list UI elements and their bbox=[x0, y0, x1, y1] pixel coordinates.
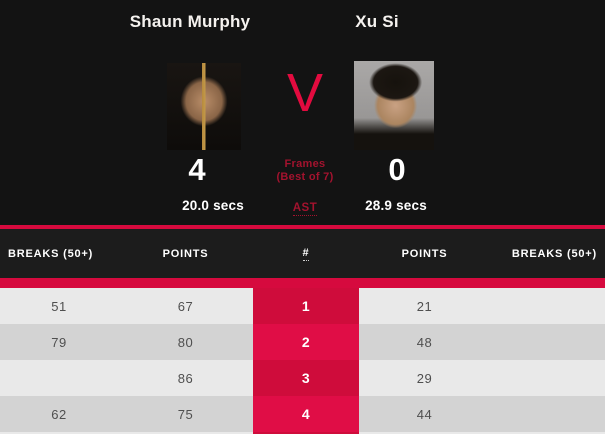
player-name-right: Xu Si bbox=[355, 12, 399, 31]
frame-row-2: 79 80 2 48 bbox=[0, 324, 605, 360]
scoreboard-header: Shaun Murphy Xu Si V 4 Frames (Best of 7… bbox=[0, 0, 605, 225]
avg-shot-time-left: 20.0 secs bbox=[182, 198, 244, 213]
frame-row-1: 51 67 1 21 bbox=[0, 288, 605, 324]
points-right-cell: 29 bbox=[416, 370, 433, 386]
points-left-cell: 80 bbox=[177, 334, 194, 350]
frame-number-cell bbox=[253, 432, 359, 434]
header-breaks-right: BREAKS (50+) bbox=[511, 247, 597, 260]
frames-score-left: 4 bbox=[188, 152, 206, 187]
player-photo-right bbox=[354, 61, 434, 150]
header-points-left: POINTS bbox=[162, 247, 209, 260]
frames-score-right: 0 bbox=[388, 152, 406, 187]
frames-best-of-label: Frames (Best of 7) bbox=[250, 158, 360, 183]
frame-number-cell[interactable]: 3 bbox=[253, 360, 359, 396]
frames-label-line2: (Best of 7) bbox=[276, 170, 334, 183]
ast-wrap: AST bbox=[265, 198, 345, 216]
versus-label: V bbox=[286, 63, 324, 123]
points-right-cell: 44 bbox=[416, 406, 433, 422]
points-left-cell: 86 bbox=[177, 370, 194, 386]
red-divider-bar bbox=[0, 278, 605, 288]
header-points-right: POINTS bbox=[401, 247, 448, 260]
frame-row-4: 62 75 4 44 bbox=[0, 396, 605, 432]
points-left-cell: 75 bbox=[177, 406, 194, 422]
header-frame-number[interactable]: # bbox=[302, 246, 310, 261]
points-right-cell: 21 bbox=[416, 298, 433, 314]
breaks-left-cell: 51 bbox=[51, 298, 67, 314]
frame-number-cell[interactable]: 1 bbox=[253, 288, 359, 324]
frame-number-cell[interactable]: 4 bbox=[253, 396, 359, 432]
avg-shot-time-right: 28.9 secs bbox=[365, 198, 427, 213]
frames-table: BREAKS (50+) POINTS # POINTS BREAKS (50+… bbox=[0, 225, 605, 434]
breaks-left-cell: 79 bbox=[51, 334, 67, 350]
frame-row-3: 86 3 29 bbox=[0, 360, 605, 396]
header-breaks-left: BREAKS (50+) bbox=[8, 247, 94, 260]
points-left-cell: 67 bbox=[177, 298, 194, 314]
player-photo-left bbox=[167, 63, 241, 150]
breaks-left-cell: 62 bbox=[51, 406, 67, 422]
frame-row-5-partial bbox=[0, 432, 605, 434]
table-header-row: BREAKS (50+) POINTS # POINTS BREAKS (50+… bbox=[0, 229, 605, 278]
player-name-left: Shaun Murphy bbox=[129, 12, 251, 31]
ast-abbreviation[interactable]: AST bbox=[292, 202, 318, 216]
points-right-cell: 48 bbox=[416, 334, 433, 350]
frames-label-line1: Frames bbox=[284, 158, 326, 170]
frame-number-cell[interactable]: 2 bbox=[253, 324, 359, 360]
